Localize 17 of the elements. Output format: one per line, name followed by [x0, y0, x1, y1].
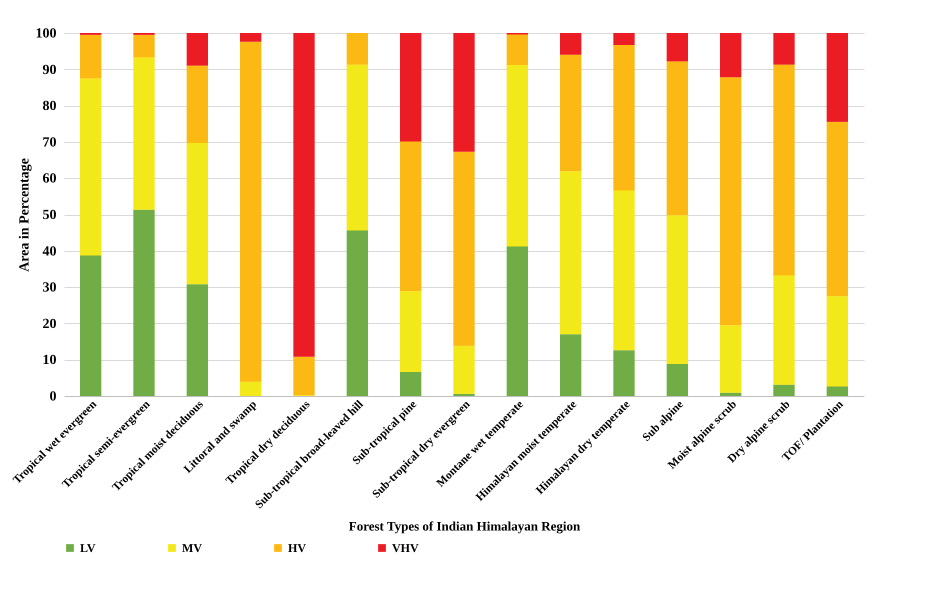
- y-tick-label: 80: [42, 99, 56, 114]
- y-tick-label: 30: [42, 280, 56, 296]
- legend-label: LV: [80, 541, 96, 555]
- x-axis-title: Forest Types of Indian Himalayan Region: [348, 518, 582, 534]
- y-tick-label: 90: [42, 62, 56, 78]
- legend-label: MV: [182, 541, 202, 555]
- legend-label: HV: [288, 541, 306, 555]
- y-tick-label: 0: [50, 390, 56, 404]
- y-axis-title: Area in Percentage: [18, 158, 32, 272]
- y-tick-label: 40: [42, 244, 56, 260]
- y-tick-label: 10: [42, 353, 56, 368]
- y-tick-label: 60: [42, 172, 56, 187]
- legend-label: VHV: [392, 541, 419, 555]
- y-tick-label: 50: [42, 208, 56, 223]
- y-tick-label: 70: [42, 135, 56, 150]
- y-tick-label: 20: [42, 316, 56, 332]
- y-tick-label: 100: [36, 26, 56, 42]
